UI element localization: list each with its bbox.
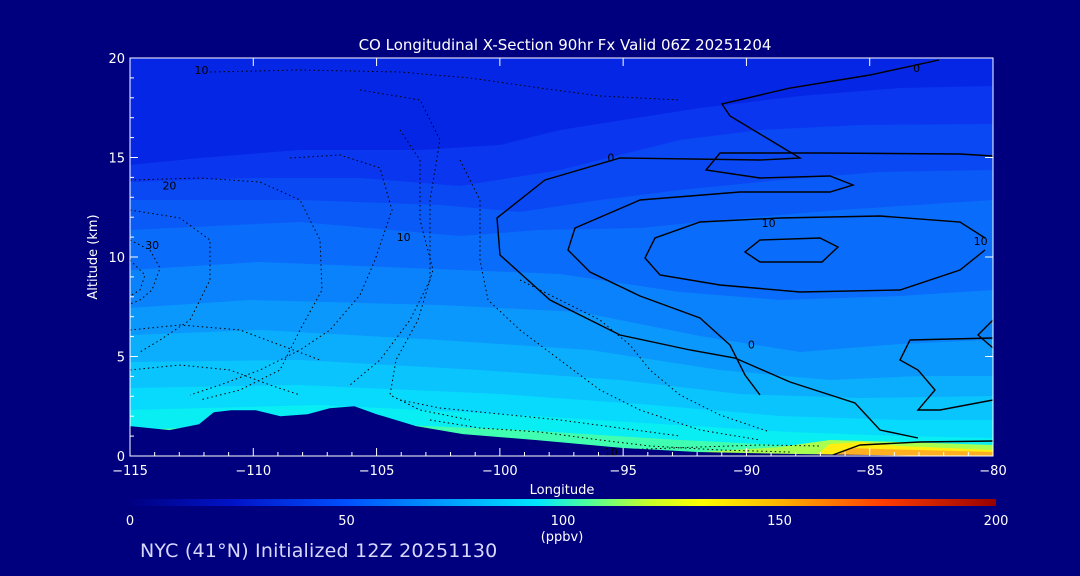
- contour-dotted: [519, 279, 771, 433]
- contour-solid: [829, 440, 993, 456]
- contour-solid: [644, 215, 986, 293]
- contour-dotted: [429, 419, 791, 453]
- contour-dotted: [130, 177, 323, 401]
- contour-label: 0: [748, 339, 755, 352]
- y-tick-label: 0: [117, 450, 125, 465]
- colorbar-tick-label: 50: [338, 514, 355, 529]
- x-axis: −115 −110 −105 −100 −95 −90 −85 −80: [112, 58, 1007, 479]
- contour-dotted: [130, 324, 321, 361]
- colorbar-tick-label: 200: [984, 514, 1009, 529]
- x-tick-label: −115: [112, 464, 148, 479]
- contour-label: 0: [913, 62, 920, 75]
- x-tick-label: −110: [235, 464, 271, 479]
- x-tick-label: −100: [482, 464, 518, 479]
- chart-title: CO Longitudinal X-Section 90hr Fx Valid …: [359, 36, 772, 54]
- contour-labels: 10 20 30 10 0 0 10 10 0 10: [145, 62, 987, 459]
- colorbar-units: (ppbv): [541, 530, 584, 545]
- contour-lines: [130, 59, 993, 456]
- y-tick-label: 10: [108, 251, 125, 266]
- colorbar-ticks: 0 50 100 150 200: [126, 514, 1009, 529]
- contour-label: 10: [974, 235, 988, 248]
- contour-label: 10: [604, 446, 618, 459]
- field-band: [835, 448, 993, 456]
- terrain: [130, 406, 993, 456]
- colorbar: [130, 499, 996, 506]
- x-tick-label: −80: [979, 464, 1006, 479]
- colorbar-tick-label: 0: [126, 514, 134, 529]
- contour-dotted: [130, 209, 211, 353]
- y-tick-label: 20: [108, 52, 125, 67]
- contour-solid: [976, 319, 993, 349]
- contour-dotted: [349, 89, 441, 386]
- contour-dotted: [130, 239, 161, 305]
- contour-label: 0: [607, 152, 614, 165]
- contour-dotted: [399, 399, 681, 437]
- y-axis-label: Altitude (km): [86, 214, 101, 299]
- concentration-field: [130, 58, 993, 456]
- contour-dotted: [459, 159, 761, 441]
- x-tick-label: −105: [359, 464, 395, 479]
- x-tick-label: −85: [856, 464, 883, 479]
- contour-label: 20: [162, 179, 176, 192]
- contour-dotted: [130, 364, 301, 396]
- footer-label: NYC (41°N) Initialized 12Z 20251130: [140, 540, 498, 562]
- colorbar-tick-label: 150: [767, 514, 792, 529]
- terrain-fill: [130, 406, 993, 456]
- contour-label: 10: [397, 231, 411, 244]
- contour-solid: [743, 237, 840, 263]
- contour-label: 10: [195, 64, 209, 77]
- x-tick-label: −90: [733, 464, 760, 479]
- contour-label: 10: [762, 217, 776, 230]
- contour-label: 30: [145, 239, 159, 252]
- x-tick-label: −95: [609, 464, 636, 479]
- y-axis: 0 5 10 15 20: [108, 52, 993, 465]
- y-tick-label: 15: [108, 152, 125, 167]
- contour-solid: [567, 152, 993, 396]
- y-tick-label: 5: [117, 351, 125, 366]
- x-axis-label: Longitude: [530, 483, 595, 498]
- colorbar-tick-label: 100: [551, 514, 576, 529]
- contour-dotted: [209, 69, 681, 101]
- contour-solid: [496, 59, 940, 439]
- contour-solid: [899, 337, 993, 411]
